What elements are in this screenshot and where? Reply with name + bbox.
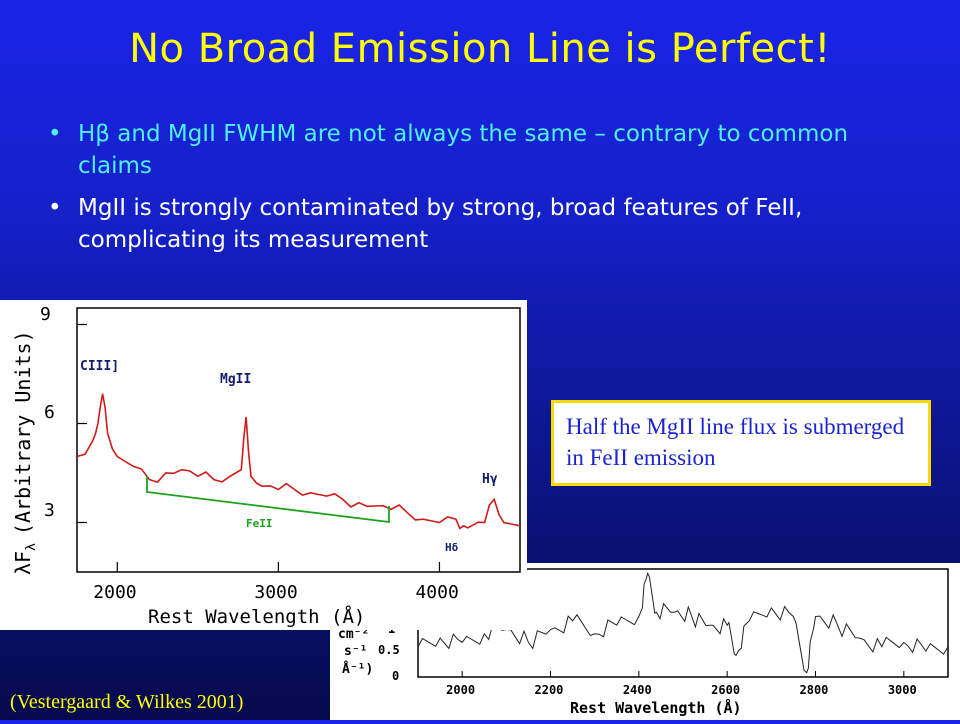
bullet-text-2: MgII is strongly contaminated by strong,… — [78, 195, 803, 253]
sec-x-tick-label-0: 2000 — [446, 683, 475, 697]
label-feii: FeII — [246, 517, 273, 530]
callout-text: Half the MgII line flux is submerged in … — [566, 414, 905, 470]
label-hdelta: Hδ — [445, 541, 459, 554]
main-ytick-9: 9 — [40, 304, 51, 325]
sec-xlabel: Rest Wavelength (Å) — [570, 698, 742, 717]
citation-text: (Vestergaard & Wilkes 2001) — [10, 691, 244, 713]
main-ylabel-sub: λ — [24, 543, 39, 551]
bullet-marker: • — [48, 121, 62, 147]
main-ytick-6: 6 — [44, 402, 55, 423]
bullet-text-1: Hβ and MgII FWHM are not always the same… — [78, 121, 849, 179]
callout-box: Half the MgII line flux is submerged in … — [551, 400, 931, 486]
sec-ytick-05: 0.5 — [378, 643, 400, 657]
sec-spectrum-line — [417, 571, 949, 674]
sec-ylabel-3: Å⁻¹) — [342, 661, 373, 677]
main-x-tick-label-0: 2000 — [93, 582, 136, 603]
label-mgii: MgII — [220, 372, 251, 387]
sec-ytick-0: 0 — [392, 669, 399, 683]
main-ylabel-rest: (Arbitrary Units) — [11, 330, 35, 535]
feii-bracket — [146, 476, 390, 524]
main-spectrum-svg: λFλ (Arbitrary Units) 9 6 3 CIII] MgII Hγ… — [11, 304, 521, 628]
label-hgamma: Hγ — [482, 472, 498, 487]
main-ylabel: λFλ (Arbitrary Units) — [11, 330, 39, 575]
bullet-marker: • — [48, 195, 62, 221]
sec-x-ticks: 2000 2200 2400 2600 2800 3000 — [446, 671, 917, 697]
bullet-item-1: • Hβ and MgII FWHM are not always the sa… — [48, 118, 928, 182]
citation-area: (Vestergaard & Wilkes 2001) — [0, 630, 330, 720]
slide-title: No Broad Emission Line is Perfect! — [129, 26, 831, 72]
sec-x-tick-label-2: 2400 — [623, 683, 652, 697]
sec-ylabel-2: s⁻¹ — [344, 644, 367, 659]
main-spectrum-line — [76, 393, 521, 530]
secondary-spectrum-svg: cm⁻² s⁻¹ Å⁻¹) 0.5 1 0 200022002400260028… — [338, 568, 949, 717]
main-spectrum-figure: λFλ (Arbitrary Units) 9 6 3 CIII] MgII Hγ… — [0, 300, 527, 630]
main-axis-ticks — [77, 323, 441, 572]
sec-ylabel-1: cm⁻² — [338, 627, 369, 642]
main-x-tick-label-1: 3000 — [254, 582, 297, 603]
bullet-item-2: • MgII is strongly contaminated by stron… — [48, 192, 928, 256]
main-x-tick-label-2: 4000 — [415, 582, 458, 603]
main-xlabel: Rest Wavelength (Å) — [148, 605, 365, 628]
bullet-list: • Hβ and MgII FWHM are not always the sa… — [48, 118, 928, 266]
main-ytick-3: 3 — [44, 500, 55, 521]
label-ciii: CIII] — [80, 359, 119, 374]
sec-x-tick-label-4: 2800 — [800, 683, 829, 697]
sec-x-tick-label-1: 2200 — [535, 683, 564, 697]
main-x-tick-labels: 2000 3000 4000 — [93, 582, 459, 603]
sec-x-tick-label-5: 3000 — [888, 683, 917, 697]
main-ylabel-main: λF — [11, 551, 35, 575]
main-frame — [76, 307, 521, 573]
sec-x-tick-label-3: 2600 — [711, 683, 740, 697]
